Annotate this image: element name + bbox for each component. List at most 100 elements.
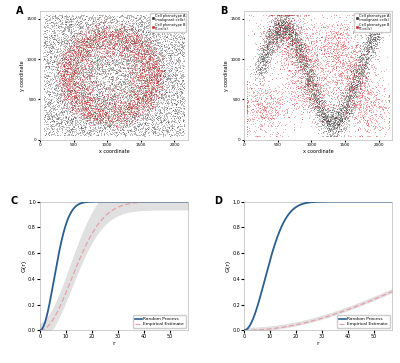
Point: [125, 65, 131, 71]
Point: [348, 96, 354, 102]
Point: [136, 49, 142, 55]
Point: [69, 106, 76, 111]
Point: [340, 105, 346, 110]
Point: [48, 66, 54, 72]
Point: [134, 17, 140, 23]
Point: [118, 23, 124, 29]
Point: [261, 105, 267, 111]
Point: [308, 64, 315, 70]
Point: [62, 59, 68, 65]
Point: [95, 107, 102, 113]
Point: [85, 42, 92, 48]
Point: [144, 89, 150, 95]
Point: [50, 90, 56, 96]
Point: [139, 76, 145, 82]
Point: [264, 51, 271, 57]
Point: [150, 58, 157, 64]
Point: [156, 108, 162, 114]
Point: [304, 76, 310, 81]
Point: [283, 34, 289, 40]
Point: [64, 61, 71, 66]
Point: [66, 126, 73, 132]
Point: [112, 33, 119, 38]
Point: [292, 44, 298, 49]
Point: [128, 87, 134, 93]
Point: [83, 41, 89, 47]
Point: [153, 70, 159, 76]
Point: [89, 112, 96, 118]
Point: [53, 61, 59, 67]
Point: [144, 111, 150, 117]
Point: [139, 60, 146, 66]
Point: [102, 13, 108, 19]
Point: [74, 54, 80, 60]
Point: [320, 99, 326, 105]
Point: [68, 66, 75, 72]
Point: [174, 81, 180, 87]
Point: [114, 125, 120, 130]
Point: [132, 45, 138, 50]
Point: [47, 82, 54, 88]
Point: [132, 101, 138, 107]
Point: [72, 67, 78, 73]
Point: [169, 14, 176, 20]
Point: [344, 99, 350, 105]
Point: [141, 82, 147, 88]
Point: [153, 45, 159, 50]
Point: [50, 66, 56, 72]
Point: [326, 63, 332, 69]
Point: [316, 108, 323, 114]
Point: [118, 50, 124, 56]
Point: [122, 124, 128, 130]
Point: [98, 103, 105, 109]
Point: [288, 45, 294, 51]
Point: [292, 34, 298, 40]
Point: [262, 101, 269, 107]
Point: [61, 66, 67, 72]
Point: [104, 37, 111, 43]
Point: [358, 62, 364, 68]
Point: [130, 33, 136, 38]
Point: [157, 107, 163, 113]
Point: [276, 46, 283, 52]
Point: [110, 81, 117, 87]
Point: [117, 112, 123, 118]
Point: [100, 83, 106, 89]
Point: [335, 103, 341, 109]
Point: [171, 25, 178, 31]
Point: [331, 62, 337, 68]
Point: [167, 77, 173, 83]
Point: [124, 115, 130, 121]
Point: [146, 79, 153, 85]
Point: [89, 106, 95, 111]
Point: [101, 37, 107, 43]
Point: [72, 19, 79, 24]
Point: [153, 103, 159, 109]
Point: [291, 45, 297, 51]
Point: [350, 81, 356, 87]
Point: [66, 62, 73, 68]
Point: [106, 122, 113, 127]
Point: [356, 61, 362, 66]
Point: [372, 40, 378, 46]
Point: [295, 73, 302, 79]
Point: [324, 114, 331, 119]
Point: [144, 56, 151, 62]
Point: [180, 45, 186, 50]
Point: [41, 56, 47, 62]
Point: [304, 80, 311, 86]
Point: [112, 30, 119, 36]
Point: [114, 23, 120, 29]
Point: [64, 95, 70, 101]
Point: [84, 73, 90, 79]
Point: [76, 52, 83, 58]
Point: [264, 41, 270, 47]
Point: [51, 58, 57, 64]
Point: [124, 68, 131, 74]
Point: [339, 49, 345, 54]
Point: [365, 33, 372, 38]
Point: [372, 125, 378, 130]
Point: [166, 73, 173, 79]
Point: [145, 124, 152, 130]
Point: [350, 89, 356, 95]
